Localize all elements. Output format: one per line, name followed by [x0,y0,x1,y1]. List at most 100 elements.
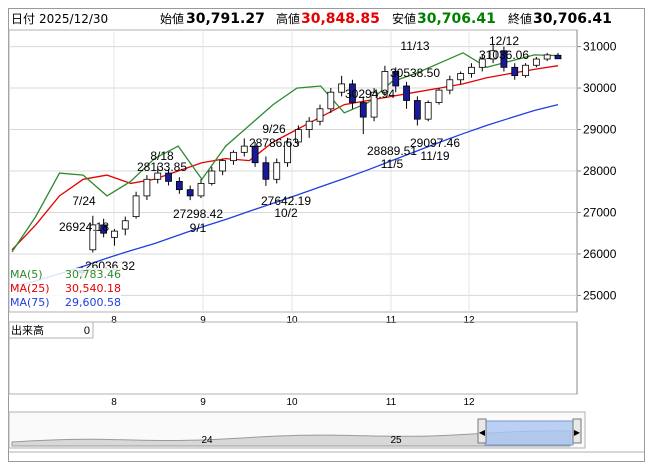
down-candle [500,50,508,68]
low-value: 30,706.41 [417,11,496,27]
up-candle [424,102,432,120]
date-tick-label: 9 [200,315,206,326]
down-candle [403,85,410,101]
up-candle [121,220,129,230]
price-tick-label: 28000 [583,164,617,178]
ma5-label: MA(5) [10,268,43,281]
low-label: 安値 [392,12,417,26]
up-candle [543,54,551,60]
annotation-date: 7/24 [72,194,96,208]
up-candle [478,58,486,68]
price-axis: 25000 26000 27000 28000 29000 30000 31000 [577,40,617,302]
up-candle [381,71,389,93]
price-tick-label: 29000 [583,123,617,137]
down-candle [349,83,356,103]
date-tick-label: 10 [286,397,298,408]
date-tick-label: 12 [463,397,475,408]
navigator-left-handle [477,418,487,444]
down-candle [262,162,270,180]
up-candle [468,66,475,74]
down-candle [554,54,562,60]
up-candle [208,170,216,184]
down-candle [100,224,108,234]
annotation-value: 28786.63 [249,136,299,150]
up-candle [154,172,162,180]
up-candle [273,162,281,180]
candles [78,45,562,277]
annotation-date: 11/13 [400,39,429,53]
annotation-value: 30538.50 [390,66,440,80]
up-candle [197,183,205,197]
up-candle [370,91,378,118]
annotation-value: 30294.94 [345,87,395,101]
up-candle [230,151,237,162]
close-value: 30,706.41 [533,11,612,27]
annotation-value: 29097.46 [410,136,460,150]
ma25-value: 30,540.18 [65,282,121,295]
navigator-year-label: 24 [201,435,213,446]
price-annotations: 7/2426924.1826036.328/1828133.859/127298… [59,34,529,273]
ma5-line [11,52,559,253]
price-tick-label: 31000 [583,40,617,54]
ma-legend-row: MA(75) 29,600.58 [10,296,121,310]
up-candle [457,73,465,81]
ma75-label: MA(75) [10,296,50,309]
open-value: 30,791.27 [186,11,265,27]
navigator-left-arrow: ◀ [479,428,486,437]
up-candle [316,108,324,122]
date-tick-label: 8 [111,397,117,408]
price-tick-label: 30000 [583,81,617,95]
annotation-value: 27298.42 [173,207,223,221]
up-candle [284,141,291,164]
up-candle [532,58,540,66]
close-label: 終値 [508,12,533,26]
down-candle [165,172,172,182]
date-tick-label: 12 [463,315,475,326]
date-label: 日付 [11,12,36,26]
up-candle [489,50,497,60]
up-candle [132,195,140,218]
date-tick-label: 10 [286,315,298,326]
high-value: 30,848.85 [301,11,380,27]
up-candle [435,89,443,103]
annotation-date: 9/26 [262,122,286,136]
down-candle [392,71,400,87]
price-header: 日付 2025/12/30 始値 30,791.27 高値 30,848.85 … [9,9,644,29]
navigator-selection [484,420,574,446]
up-candle [305,120,313,130]
ma75-line [11,103,559,288]
annotation-date: 10/2 [274,206,298,220]
up-candle [143,178,151,197]
annotation-date: 12/12 [489,34,519,48]
date-tick-label: 11 [386,315,397,326]
annotation-date: 11/19 [420,149,449,163]
up-candle [338,83,346,93]
volume-plot-border [8,321,578,395]
navigator-year-label: 25 [390,435,402,446]
up-candle [446,79,454,91]
ma75-value: 29,600.58 [65,296,121,309]
up-candle [294,129,302,143]
price-tick-label: 25000 [583,288,617,302]
date-tick-label: 9 [200,397,206,408]
ma-legend-row: MA(5) 30,783.46 [10,268,121,282]
volume-label: 出来高 [11,323,44,337]
ma-legend-row: MA(25) 30,540.18 [10,282,121,296]
up-candle [111,230,118,238]
down-candle [175,180,183,191]
high-label: 高値 [276,12,301,26]
annotation-value: 26924.18 [59,220,109,234]
annotation-value: 31036.06 [479,48,529,62]
moving-average-lines [11,52,559,288]
ma-legend: MA(5) 30,783.46 MA(25) 30,540.18 MA(75) 29,… [10,268,121,310]
date-value: 2025/12/30 [39,12,109,26]
up-candle [240,145,248,153]
down-candle [511,66,519,77]
open-label: 始値 [160,12,185,26]
navigator-right-handle [572,418,582,444]
annotation-value: 28889.51 [367,144,417,158]
price-tick-label: 26000 [583,247,617,261]
up-candle [327,91,335,110]
up-candle [89,224,97,251]
